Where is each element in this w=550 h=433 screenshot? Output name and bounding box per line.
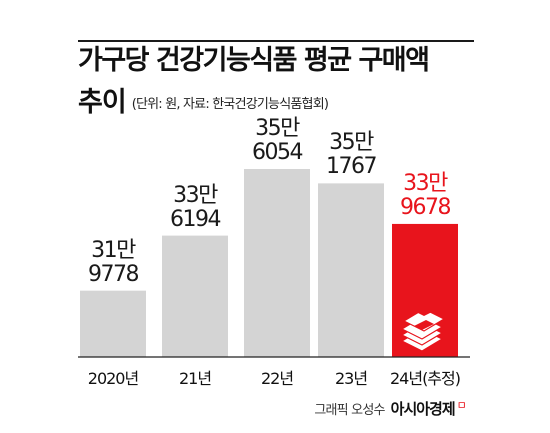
data-label-1: 33만 6194 xyxy=(155,182,235,232)
money-stack-icon xyxy=(400,306,446,352)
data-label-2: 35만 6054 xyxy=(237,117,317,165)
credit-line: 그래픽 오성수 아시아경제 ㅁ xyxy=(314,398,466,419)
unit-source-note: (단위: 원, 자료: 한국건강기능식품협회) xyxy=(131,97,329,112)
x-tick-label-3: 23년 xyxy=(334,369,368,388)
data-label-2-line-0: 35만 xyxy=(255,116,300,141)
bar-0 xyxy=(80,290,146,357)
data-label-0-line-1: 9778 xyxy=(88,261,140,287)
top-rule xyxy=(78,40,474,42)
credit-text: 그래픽 오성수 xyxy=(314,403,385,418)
bar-3 xyxy=(318,183,384,357)
data-label-3-line-0: 35만 xyxy=(329,130,374,156)
data-label-3-line-1: 1767 xyxy=(326,154,378,180)
x-tick-label-1: 21년 xyxy=(178,369,212,388)
data-label-0-line-0: 31만 xyxy=(91,237,136,263)
bar-2 xyxy=(244,169,310,357)
data-label-2-line-1: 6054 xyxy=(252,140,304,165)
x-tick-label-2: 22년 xyxy=(260,369,294,388)
data-label-3: 35만 1767 xyxy=(311,131,391,179)
data-label-1-line-1: 6194 xyxy=(170,206,222,232)
data-label-4-line-1: 9678 xyxy=(400,194,452,220)
data-label-4: 33만 9678 xyxy=(385,170,465,220)
data-label-1-line-0: 33만 xyxy=(173,182,218,208)
x-tick-label-4: 24년(추정) xyxy=(389,369,461,388)
bar-1 xyxy=(162,235,228,357)
chart-title-suffix: 추이 xyxy=(78,87,127,118)
brand-logo: 아시아경제 xyxy=(390,400,456,418)
data-label-4-line-0: 33만 xyxy=(403,170,448,196)
chart-title: 가구당 건강기능식품 평균 구매액 xyxy=(78,45,430,76)
x-tick-label-0: 2020년 xyxy=(87,369,139,388)
brand-mark-icon: ㅁ xyxy=(456,399,467,412)
chart-title-line2: 추이 (단위: 원, 자료: 한국건강기능식품협회) xyxy=(78,80,329,119)
data-label-0: 31만 9778 xyxy=(73,237,153,287)
